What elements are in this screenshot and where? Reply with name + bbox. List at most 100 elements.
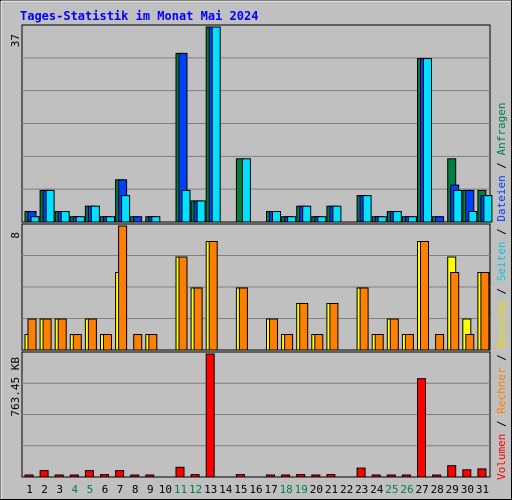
hits-bar-seiten-day-31	[483, 195, 493, 223]
x-tick-label-day-11: 11	[174, 483, 187, 496]
visits-bar-rechner-day-7	[118, 225, 128, 351]
volume-bar-volumen-day-1	[24, 474, 34, 478]
visits-bar-rechner-day-1	[27, 318, 37, 351]
x-tick-label-day-7: 7	[117, 483, 124, 496]
visits-bar-rechner-day-13	[208, 241, 218, 351]
visits-bar-rechner-day-3	[57, 318, 67, 351]
hits-bar-seiten-day-21	[332, 205, 342, 223]
volume-bar-volumen-day-19	[296, 474, 306, 478]
volume-panel	[21, 351, 491, 478]
side-legend-part-0: Volumen	[495, 434, 508, 480]
x-tick-label-day-6: 6	[102, 483, 109, 496]
hits-bar-seiten-day-15	[241, 158, 251, 223]
x-tick-label-day-1: 1	[26, 483, 33, 496]
x-tick-label-day-28: 28	[431, 483, 444, 496]
side-legend-part-8: Dateien	[495, 175, 508, 221]
x-tick-label-day-4: 4	[71, 483, 78, 496]
x-tick-label-day-31: 31	[476, 483, 489, 496]
visits-bar-rechner-day-5	[87, 318, 97, 351]
x-tick-label-day-5: 5	[87, 483, 94, 496]
volume-bar-volumen-day-23	[356, 467, 366, 478]
x-axis-labels: 1 2 3 4 5 6 7 8 9 10 11 12 13 14 15 16 17 18 19 20 21 22 23 24 2…	[26, 483, 489, 496]
x-tick-label-day-27: 27	[415, 483, 428, 496]
volume-bar-volumen-day-20	[311, 474, 321, 478]
x-tick-label-day-29: 29	[446, 483, 459, 496]
visits-bar-rechner-day-26	[404, 334, 414, 351]
volume-bar-volumen-day-27	[417, 378, 426, 478]
hits-bar-seiten-day-2	[45, 189, 55, 223]
side-legend-part-7: /	[495, 222, 508, 242]
x-tick-label-day-3: 3	[56, 483, 63, 496]
hits-bar-seiten-day-29	[453, 189, 463, 223]
visits-bar-rechner-day-24	[374, 334, 384, 351]
side-legend-part-9: /	[495, 155, 508, 175]
x-tick-label-day-22: 22	[340, 483, 353, 496]
volume-bar-volumen-day-29	[447, 465, 457, 478]
visits-panel	[21, 223, 491, 351]
hits-bar-seiten-day-23	[362, 195, 372, 223]
hits-bar-seiten-day-1	[30, 216, 40, 223]
side-legend-part-5: /	[495, 281, 508, 301]
visits-bar-rechner-day-25	[389, 318, 399, 351]
volume-bar-volumen-day-7	[115, 470, 125, 478]
volume-bar-volumen-day-28	[432, 474, 442, 478]
volume-bar-volumen-day-3	[54, 474, 64, 478]
visits-bar-rechner-day-29	[450, 272, 460, 351]
visits-bar-rechner-day-19	[299, 303, 309, 351]
x-tick-label-day-25: 25	[385, 483, 398, 496]
x-tick-label-day-15: 15	[234, 483, 247, 496]
volume-bar-volumen-day-6	[100, 474, 109, 478]
volume-bar-volumen-day-5	[84, 470, 94, 478]
hits-bar-seiten-day-25	[392, 211, 402, 223]
hits-bar-seiten-day-6	[106, 216, 115, 223]
x-tick-label-day-20: 20	[310, 483, 323, 496]
x-tick-label-day-26: 26	[400, 483, 413, 496]
x-tick-label-day-17: 17	[264, 483, 277, 496]
visits-bar-rechner-day-9	[148, 334, 158, 351]
visits-bar-rechner-day-27	[420, 241, 429, 351]
visits-bar-rechner-day-21	[329, 303, 339, 351]
hits-bar-dateien-day-8	[133, 216, 143, 223]
hits-bar-seiten-day-30	[468, 211, 478, 223]
visits-bar-rechner-day-11	[178, 256, 188, 351]
x-tick-label-day-13: 13	[204, 483, 217, 496]
x-tick-label-day-23: 23	[355, 483, 368, 496]
x-tick-label-day-19: 19	[295, 483, 308, 496]
x-tick-label-day-18: 18	[280, 483, 293, 496]
volume-bar-volumen-day-17	[266, 474, 275, 478]
hits-bar-seiten-day-7	[121, 195, 131, 223]
volume-axis-max-label: 763.45 KB	[9, 357, 22, 417]
hits-bar-seiten-day-19	[302, 205, 312, 223]
x-tick-label-day-30: 30	[461, 483, 474, 496]
hits-bar-seiten-day-24	[377, 216, 387, 223]
hits-bar-seiten-day-12	[196, 200, 206, 223]
side-legend-part-1: /	[495, 414, 508, 434]
x-tick-label-day-12: 12	[189, 483, 202, 496]
hits-bar-seiten-day-27	[423, 58, 432, 223]
volume-bar-volumen-day-4	[69, 474, 79, 478]
visits-bar-rechner-day-28	[435, 334, 445, 351]
visits-bar-rechner-day-30	[465, 334, 475, 351]
hits-bar-seiten-day-5	[90, 205, 100, 223]
hits-axis-max-label: 37	[9, 34, 22, 47]
x-tick-label-day-2: 2	[41, 483, 48, 496]
chart-title: Tages-Statistik im Monat Mai 2024	[20, 9, 258, 23]
side-legend-part-10: Anfragen	[495, 102, 508, 155]
x-tick-label-day-14: 14	[219, 483, 233, 496]
chart-panels	[21, 24, 493, 478]
visits-bar-rechner-day-31	[480, 272, 490, 351]
visits-axis-max-label: 8	[9, 232, 22, 239]
visits-bar-rechner-day-17	[269, 318, 278, 351]
volume-bar-volumen-day-9	[145, 474, 155, 478]
side-legend-part-2: Rechner	[495, 367, 508, 414]
volume-bar-volumen-day-31	[477, 468, 487, 478]
hits-bar-seiten-day-20	[317, 216, 327, 223]
volume-bar-volumen-day-26	[401, 474, 411, 478]
visits-bar-rechner-day-15	[238, 287, 248, 351]
side-legend-part-3: /	[495, 348, 508, 368]
volume-bar-volumen-day-21	[326, 474, 336, 478]
volume-bar-volumen-day-18	[281, 474, 291, 478]
visits-bar-rechner-day-2	[42, 318, 52, 351]
volume-bar-volumen-day-25	[386, 474, 396, 478]
